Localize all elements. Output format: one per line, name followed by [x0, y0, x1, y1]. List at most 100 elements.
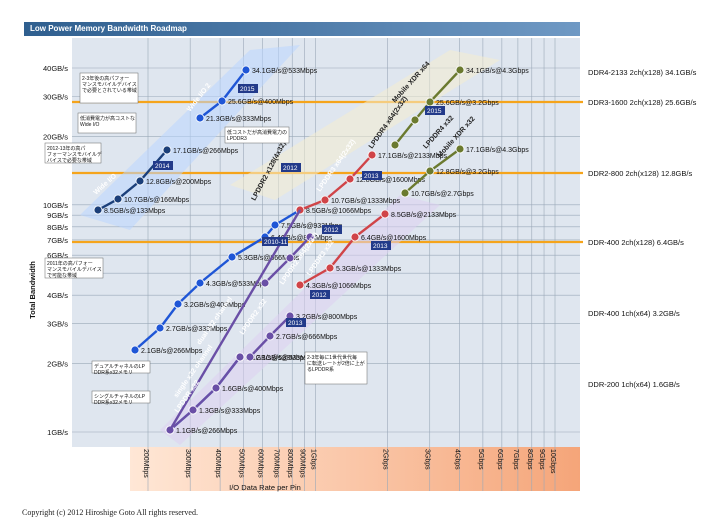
data-point [350, 232, 360, 242]
x-tick-label: 9Gbps [538, 449, 545, 470]
data-point [245, 352, 255, 362]
point-label: 2.1GB/s@533Mbps [246, 355, 308, 362]
x-tick-label: 10Gbps [549, 449, 556, 474]
year-label: 2013 [373, 243, 388, 250]
year-label: 2014 [155, 163, 170, 170]
data-point [285, 253, 295, 263]
series-line [168, 209, 302, 431]
point-label: 25.6GB/s@400Mbps [228, 99, 294, 106]
data-point [345, 174, 355, 184]
year-label: 2010-11 [264, 239, 288, 246]
year-badge [238, 84, 258, 93]
data-point [195, 113, 205, 123]
point-label: 4.3GB/s@1066Mbps [306, 283, 372, 290]
data-point [325, 263, 335, 273]
year-label: 2013 [288, 320, 303, 327]
x-tick-label: 200Mbps [142, 449, 149, 478]
data-point [390, 140, 400, 150]
data-point [320, 195, 330, 205]
y-tick-label: 7GB/s [47, 236, 68, 245]
annotation-text: DDR系x32メモリ [94, 399, 133, 406]
data-point [217, 96, 227, 106]
data-point [270, 220, 280, 230]
y-tick-label: 3GB/s [47, 320, 68, 329]
x-tick-label: 500Mbps [237, 449, 244, 478]
point-label: 17.1GB/s@2133Mbps [378, 153, 447, 160]
point-label: 7.5GB/s@933Mbps [281, 223, 343, 230]
annotation-box [77, 112, 137, 134]
data-point [295, 280, 305, 290]
x-tick-label: 8Gbps [526, 449, 533, 470]
point-label: 2.1GB/s@533Mbps [256, 355, 318, 362]
point-label: 17.1GB/s@4.3Gbps [466, 147, 529, 154]
reference-label: DDR4-2133 2ch(x128) 34.1GB/s [588, 68, 697, 77]
annotation-box [304, 351, 368, 385]
x-tick-label: 900Mbps [298, 449, 305, 478]
y-tick-label: 4GB/s [47, 291, 68, 300]
point-label: 2.7GB/s@666Mbps [276, 334, 338, 341]
annotation-text: DDR系x32メモリ [94, 369, 133, 376]
annotation-text: デュアルチャネルのLP [94, 363, 146, 370]
point-label: 1.3GB/s@333Mbps [199, 408, 261, 415]
annotation-text: るLPDDR系 [307, 366, 334, 373]
data-point [235, 352, 245, 362]
copyright-text: Copyright (c) 2012 Hiroshige Goto All ri… [22, 508, 198, 517]
series-line [299, 213, 386, 287]
annotation-text: 低消費電力が高コストな [80, 115, 135, 122]
x-tick-label: 600Mbps [256, 449, 263, 478]
data-point [227, 252, 237, 262]
data-point [455, 144, 465, 154]
point-label: 8.5GB/s@1066Mbps [306, 208, 372, 215]
year-badge [310, 290, 330, 299]
reference-label: DDR-200 1ch(x64) 1.6GB/s [588, 380, 680, 389]
data-point [113, 194, 123, 204]
annotation-box [79, 72, 139, 104]
reference-label: DDR-400 2ch(x128) 6.4GB/s [588, 238, 684, 247]
x-tick-label: 300Mbps [184, 449, 191, 478]
data-point [93, 205, 103, 215]
point-label: 3.2GB/s@400Mbps [184, 302, 246, 309]
data-point [188, 405, 198, 415]
y-tick-label: 1GB/s [47, 428, 68, 437]
annotation-box [44, 142, 102, 164]
annotation-text: で必要とされている帯域 [82, 87, 137, 94]
data-point [305, 232, 315, 242]
annotation-text: 低コストだが高消費電力の [227, 129, 287, 136]
x-tick-label: 700Mbps [272, 449, 279, 478]
year-badge [322, 225, 342, 234]
data-point [380, 209, 390, 219]
annotation-text: 2-3年後の高パフォー [82, 75, 129, 82]
y-tick-label: 9GB/s [47, 211, 68, 220]
annotation-text: バイスで必要な帯域 [47, 157, 92, 164]
data-point [265, 331, 275, 341]
data-point [130, 345, 140, 355]
y-tick-label: 20GB/s [43, 132, 68, 141]
year-label: 2012 [324, 227, 339, 234]
annotation-text: フォーマンスモバイルデ [47, 151, 102, 158]
annotation-text: 2011年の高パフォー [47, 260, 93, 267]
data-point [410, 115, 420, 125]
year-badge [371, 241, 391, 250]
y-tick-label: 6GB/s [47, 251, 68, 260]
x-tick-label: 1Gbps [309, 449, 316, 470]
data-point [425, 166, 435, 176]
annotation-text: に転送レートが2倍に上が [307, 360, 365, 367]
year-badge [281, 163, 301, 172]
annotation-text: シングルチャネルのLP [94, 393, 146, 400]
point-label: 5.3GB/s@666Mbps [238, 255, 300, 262]
x-tick-label: 2Gbps [382, 449, 389, 470]
data-point [211, 383, 221, 393]
data-point [260, 278, 270, 288]
point-label: 21.3GB/s@333Mbps [206, 116, 272, 123]
annotation-box [91, 390, 151, 404]
annotation-box [224, 126, 290, 144]
data-point [162, 145, 172, 155]
point-label: 3.2GB/s@800Mbps [296, 314, 358, 321]
chart-title: Low Power Memory Bandwidth Roadmap [24, 22, 580, 36]
point-label: 8.5GB/s@133Mbps [104, 208, 166, 215]
y-tick-label: 30GB/s [43, 92, 68, 101]
year-label: 2015 [240, 86, 255, 93]
point-label: 10.7GB/s@166Mbps [124, 197, 190, 204]
series-line [169, 356, 241, 431]
point-label: 2.1GB/s@266Mbps [141, 348, 203, 355]
